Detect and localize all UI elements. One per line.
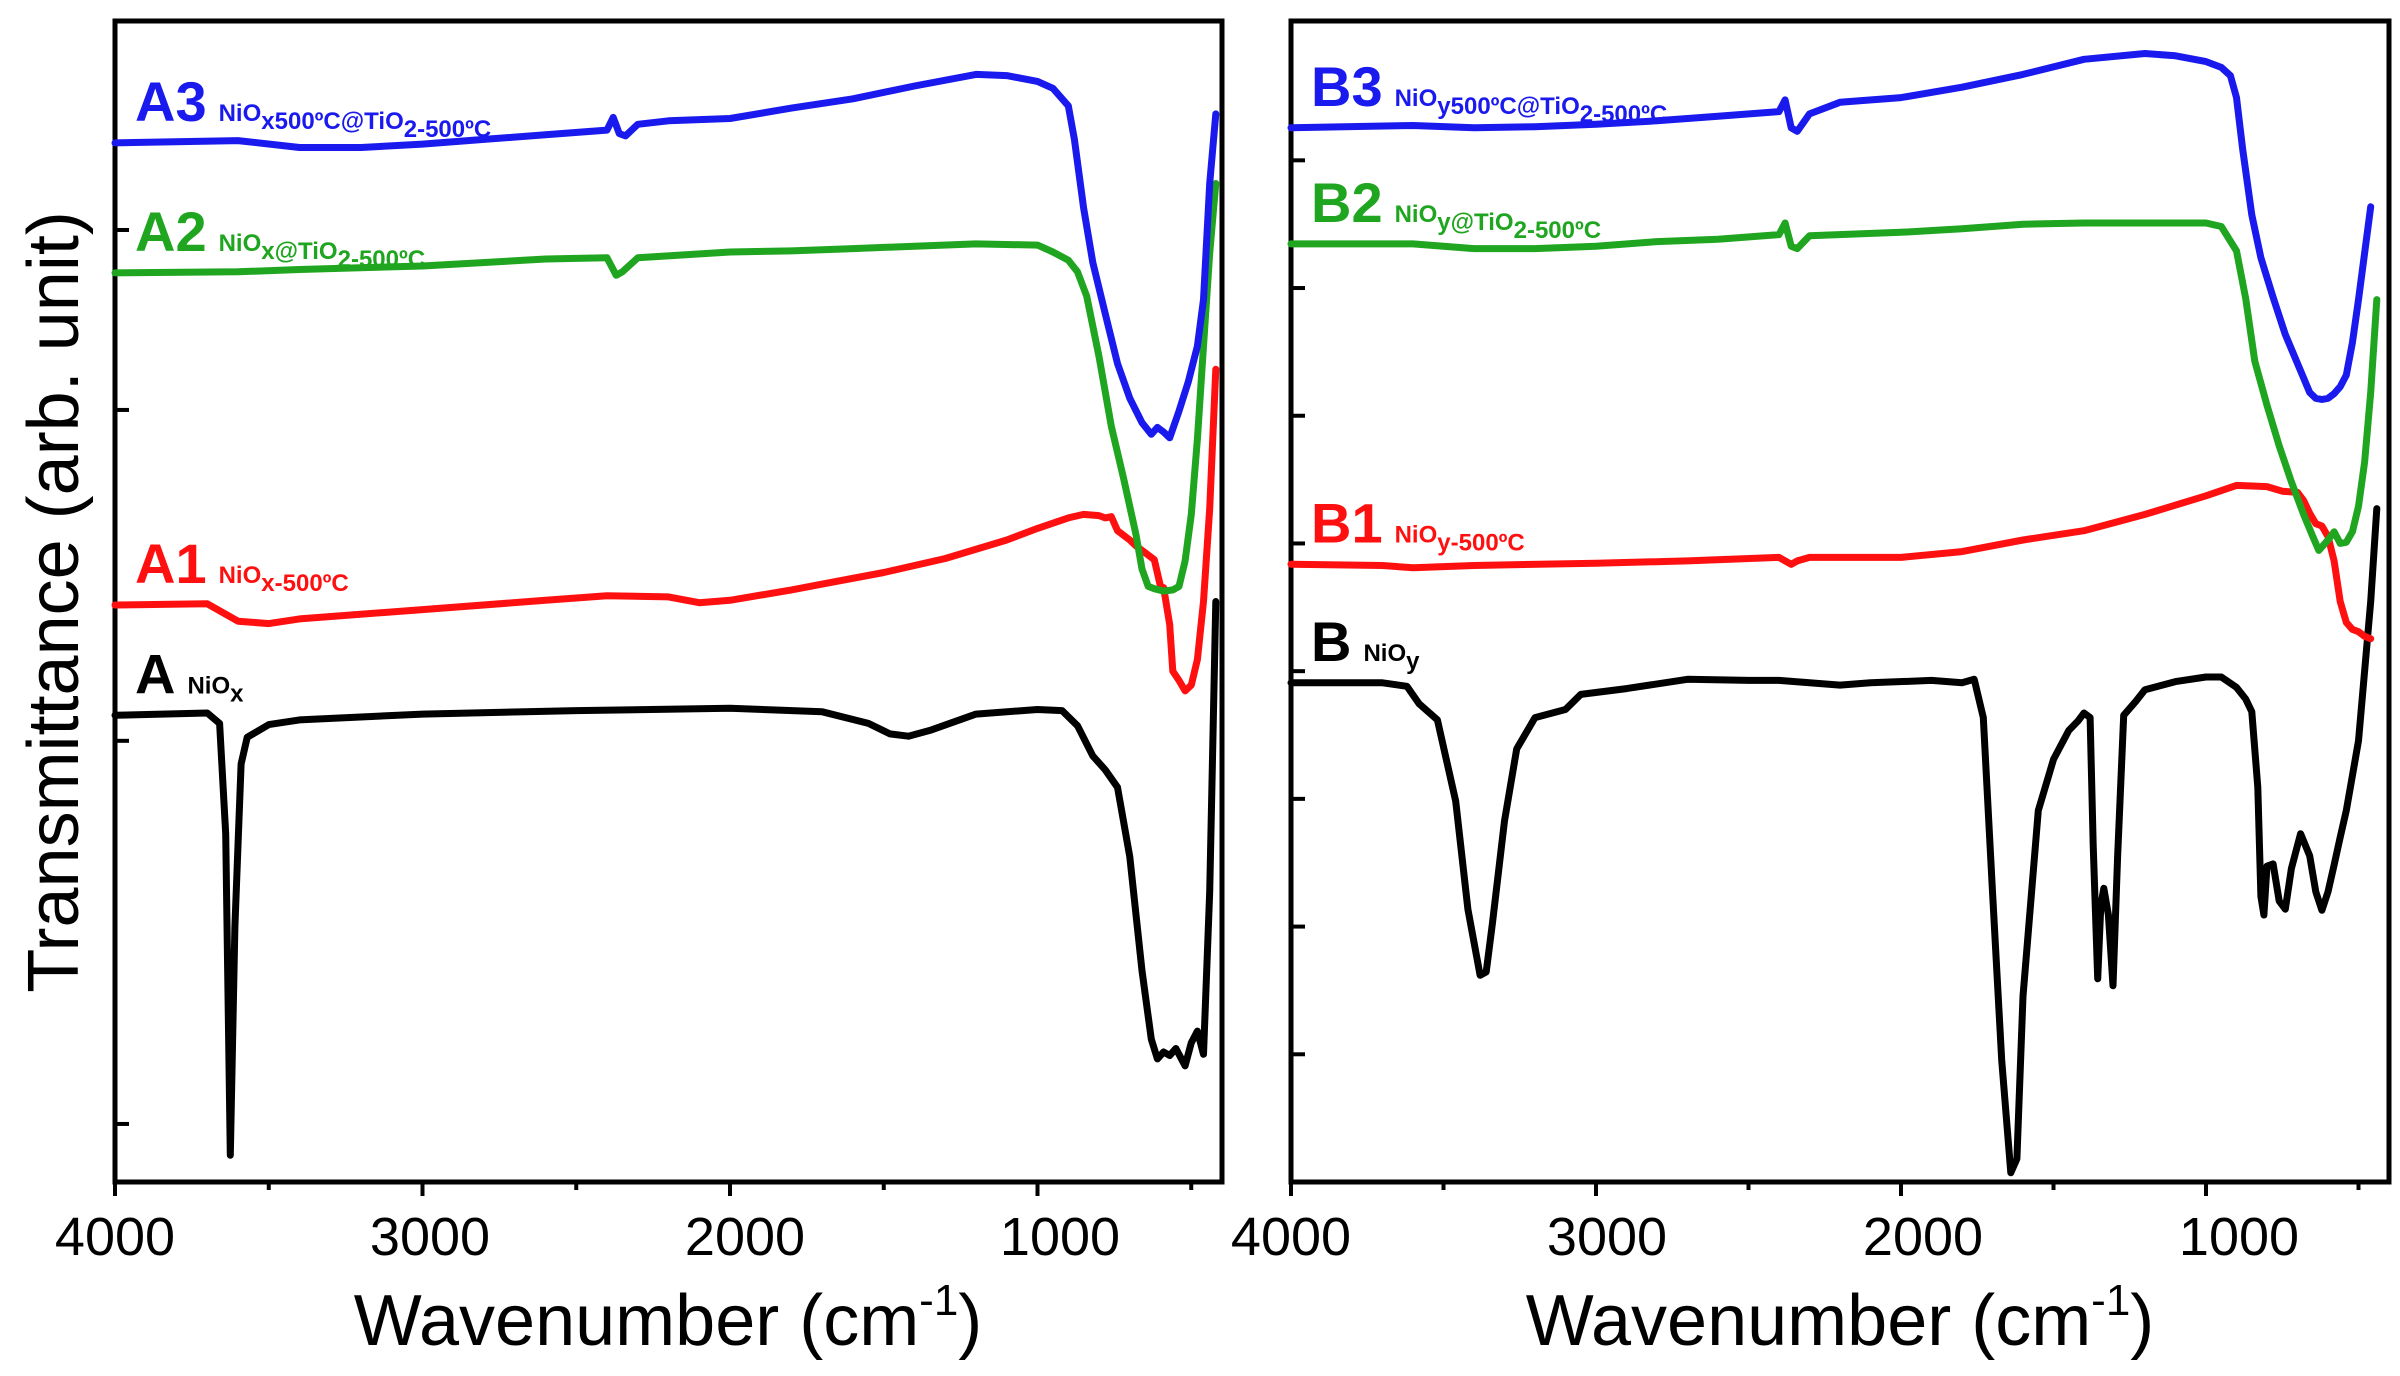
series-label-main: A1 [135,532,207,595]
panel-b-frame [1288,18,2392,1185]
panel-a-series [111,70,1220,1159]
xlabel-main: Wavenumber (cm [354,1281,919,1361]
series-b3-label: B3 NiOy500ºC@TiO2-500ºC [1311,55,1667,128]
series-label-sub: NiO [1395,521,1438,548]
series-label-sub: -500ºC [417,116,491,143]
panel-b-series [1287,50,2381,1177]
series-label-sub: NiO [1395,201,1438,228]
xlabel-close: ) [958,1281,982,1361]
series-b-label: B NiOy [1311,610,1420,675]
series-label-sub: -500ºC [351,246,425,273]
panel-a-frame [112,18,1225,1185]
series-label-sub: NiO [187,672,230,699]
panel-a-xlabel: Wavenumber (cm-1) [354,1276,983,1361]
series-label-main: B [1311,610,1351,673]
panel-b-xlabel: Wavenumber (cm-1) [1526,1276,2155,1361]
series-label-sub: -500ºC [1593,101,1667,128]
panel-a-xtick-label: 3000 [370,1207,490,1267]
series-b-line [1287,505,2381,1177]
series-label-sub: 500ºC@TiO [275,108,404,135]
series-a3-line [111,70,1220,442]
series-label-sub: NiO [219,230,262,257]
series-a1-label: A1 NiOx-500ºC [135,532,349,597]
series-a1-line [111,365,1220,695]
series-b1-line [1287,481,2375,643]
series-label-sub: x [261,570,275,597]
ylabel: Transmittance (arb. unit) [14,211,94,993]
series-label-sub: x [230,680,244,707]
series-label-sub: @TiO [1451,209,1514,236]
series-label-main: A3 [135,70,207,133]
series-label-main: A [135,642,175,705]
series-label-sub: y [1437,93,1451,120]
series-label-sub: x [261,108,275,135]
xlabel-exp: -1 [919,1276,958,1325]
panel-b-xtick-label: 3000 [1547,1207,1667,1267]
series-label-sub: NiO [219,100,262,127]
series-label-sub: @TiO [275,238,338,265]
series-a2-label: A2 NiOx@TiO2-500ºC [135,200,425,273]
series-label-sub: 2 [338,246,351,273]
xlabel-exp: -1 [2091,1276,2130,1325]
series-label-sub: 500ºC@TiO [1451,93,1580,120]
series-label-sub: NiO [1395,85,1438,112]
panel-b-ticks [1289,158,2361,1196]
panel-a-xtick-label: 4000 [55,1207,175,1267]
series-a2-line [111,180,1220,595]
series-label-sub: y [1406,648,1420,675]
series-b2-line [1287,219,2381,554]
panel-a-xtick-label: 2000 [685,1207,805,1267]
series-label-sub: y [1437,209,1451,236]
series-label-sub: 2 [404,116,417,143]
series-label-main: B3 [1311,55,1383,118]
xlabel-main: Wavenumber (cm [1526,1281,2091,1361]
panel-a-xtick-label: 1000 [1000,1207,1120,1267]
series-a3-label: A3 NiOx500ºC@TiO2-500ºC [135,70,491,143]
xlabel-close: ) [2130,1281,2154,1361]
series-b2-label: B2 NiOy@TiO2-500ºC [1311,171,1601,244]
series-label-main: A2 [135,200,207,263]
series-label-sub: y [1437,529,1451,556]
series-label-sub: -500ºC [1527,217,1601,244]
series-label-sub: 2 [1580,101,1593,128]
series-label-main: B2 [1311,171,1383,234]
series-label-sub: 2 [1514,217,1527,244]
series-b1-label: B1 NiOy-500ºC [1311,491,1525,556]
series-label-sub: NiO [219,562,262,589]
panel-b-xtick-label: 4000 [1231,1207,1351,1267]
panel-a-ticks [113,19,1194,1196]
panel-b-xtick-label: 1000 [2179,1207,2299,1267]
series-label-sub: -500ºC [1451,529,1525,556]
series-a-label: A NiOx [135,642,244,707]
series-b3-line [1287,50,2375,403]
series-label-sub: x [261,238,275,265]
series-label-sub: -500ºC [275,570,349,597]
series-a-line [111,598,1220,1159]
series-label-main: B1 [1311,491,1383,554]
series-label-sub: NiO [1363,640,1406,667]
panel-b-xtick-label: 2000 [1863,1207,1983,1267]
